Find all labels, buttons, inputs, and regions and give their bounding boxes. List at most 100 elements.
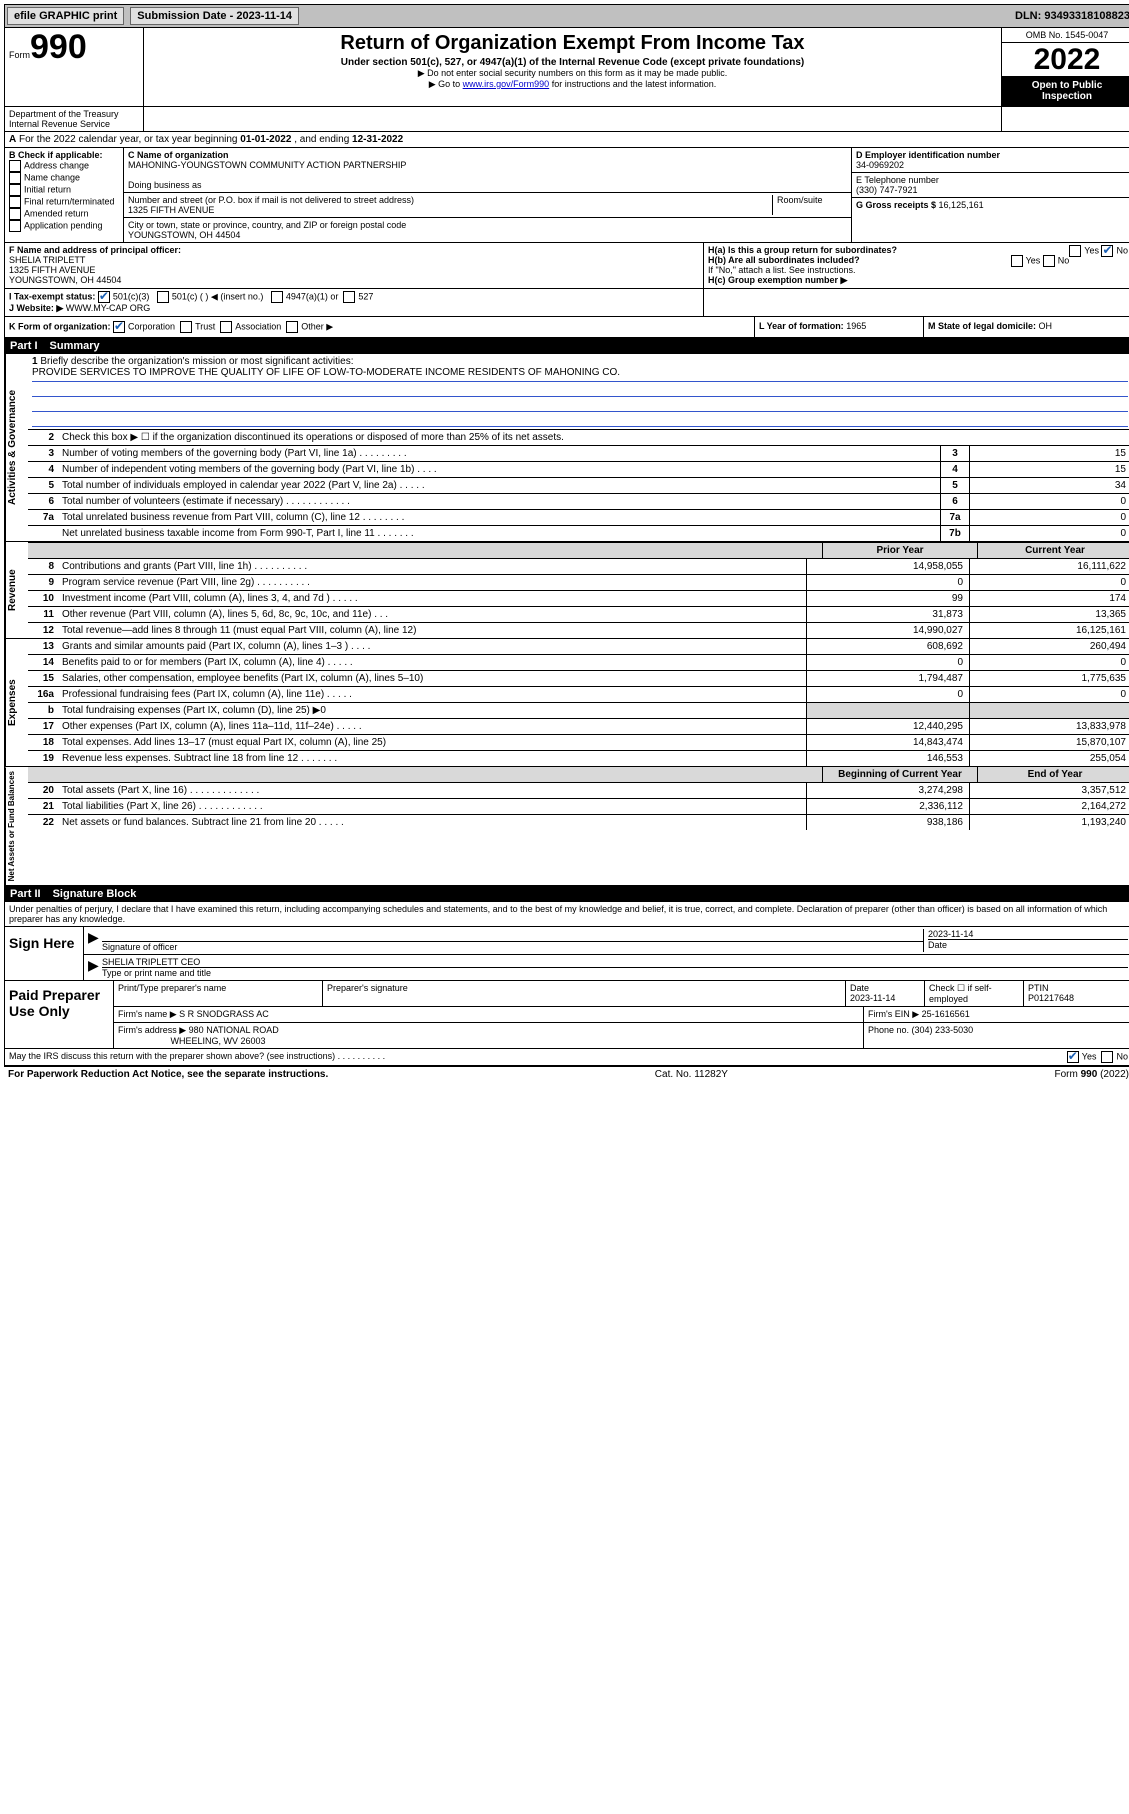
cb-name-change[interactable] xyxy=(9,172,21,184)
prior-value: 0 xyxy=(806,687,969,702)
line-text: Investment income (Part VIII, column (A)… xyxy=(58,591,806,606)
line-box: 6 xyxy=(940,494,969,509)
cb-trust[interactable] xyxy=(180,321,192,333)
line-box: 3 xyxy=(940,446,969,461)
efile-graphic-btn[interactable]: efile GRAPHIC print xyxy=(7,7,124,25)
summary-row: Net unrelated business taxable income fr… xyxy=(28,526,1129,541)
section-a: A For the 2022 calendar year, or tax yea… xyxy=(4,132,1129,148)
summary-row: 18 Total expenses. Add lines 13–17 (must… xyxy=(28,735,1129,751)
line-num: 12 xyxy=(28,623,58,638)
firm-addr-label: Firm's address ▶ xyxy=(118,1025,186,1035)
ha-yes-cb[interactable] xyxy=(1069,245,1081,257)
line-num: 18 xyxy=(28,735,58,750)
line-text: Grants and similar amounts paid (Part IX… xyxy=(58,639,806,654)
irs-link[interactable]: www.irs.gov/Form990 xyxy=(463,79,550,89)
hb-no-cb[interactable] xyxy=(1043,255,1055,267)
cb-527[interactable] xyxy=(343,291,355,303)
line-num: 15 xyxy=(28,671,58,686)
line-num: b xyxy=(28,703,58,718)
section-l: L Year of formation: 1965 xyxy=(755,317,924,337)
section-a-label: A xyxy=(9,134,16,145)
current-value xyxy=(969,703,1129,718)
may-irs-yes-cb[interactable] xyxy=(1067,1051,1079,1063)
line-text: Other expenses (Part IX, column (A), lin… xyxy=(58,719,806,734)
cb-501c3[interactable] xyxy=(98,291,110,303)
cb-address-change[interactable] xyxy=(9,160,21,172)
line-num: 8 xyxy=(28,559,58,574)
dln-field: DLN: 93493318108823 xyxy=(1015,10,1129,22)
paid-preparer-row: Paid Preparer Use Only Print/Type prepar… xyxy=(5,980,1129,1048)
cb-4947[interactable] xyxy=(271,291,283,303)
line-box: 4 xyxy=(940,462,969,477)
submission-date-btn[interactable]: Submission Date - 2023-11-14 xyxy=(130,7,299,25)
line-value: 15 xyxy=(969,462,1129,477)
submission-label: Submission Date - xyxy=(137,10,236,22)
section-a-pre: For the 2022 calendar year, or tax year … xyxy=(19,134,240,145)
line-num: 9 xyxy=(28,575,58,590)
year-formation: 1965 xyxy=(846,321,866,331)
hb-yes-cb[interactable] xyxy=(1011,255,1023,267)
blank-line xyxy=(32,412,1128,427)
cb-other[interactable] xyxy=(286,321,298,333)
opt-501c: 501(c) ( ) ◀ (insert no.) xyxy=(172,291,263,301)
line-num xyxy=(28,526,58,541)
cb-amended-return[interactable] xyxy=(9,208,21,220)
summary-row: 15 Salaries, other compensation, employe… xyxy=(28,671,1129,687)
hb-label: H(b) Are all subordinates included? xyxy=(708,255,860,265)
footer-mid: Cat. No. 11282Y xyxy=(655,1069,728,1080)
section-i: I Tax-exempt status: 501(c)(3) 501(c) ( … xyxy=(5,289,704,316)
prior-value xyxy=(806,703,969,718)
may-irs-no: No xyxy=(1116,1052,1128,1062)
cb-label: Application pending xyxy=(24,220,103,230)
cb-501c[interactable] xyxy=(157,291,169,303)
street-value: 1325 FIFTH AVENUE xyxy=(128,205,772,215)
firm-ein: 25-1616561 xyxy=(922,1009,970,1019)
line-text: Revenue less expenses. Subtract line 18 … xyxy=(58,751,806,766)
line-box: 7a xyxy=(940,510,969,525)
summary-row: 7a Total unrelated business revenue from… xyxy=(28,510,1129,526)
form-note1: ▶ Do not enter social security numbers o… xyxy=(150,68,995,79)
prep-name-label: Print/Type preparer's name xyxy=(114,981,323,1006)
footer-left: For Paperwork Reduction Act Notice, see … xyxy=(8,1069,328,1080)
prior-value: 2,336,112 xyxy=(806,799,969,814)
section-g-label: G Gross receipts $ xyxy=(856,200,939,210)
summary-row: 5 Total number of individuals employed i… xyxy=(28,478,1129,494)
blank-line xyxy=(32,382,1128,397)
opt-501c3: 501(c)(3) xyxy=(113,291,150,301)
prior-value: 0 xyxy=(806,575,969,590)
form-note2: ▶ Go to www.irs.gov/Form990 for instruct… xyxy=(150,79,995,90)
org-name: MAHONING-YOUNGSTOWN COMMUNITY ACTION PAR… xyxy=(128,160,847,170)
summary-governance: Activities & Governance 1 Briefly descri… xyxy=(4,354,1129,542)
cb-association[interactable] xyxy=(220,321,232,333)
line-num: 5 xyxy=(28,478,58,493)
line-num: 21 xyxy=(28,799,58,814)
city-value: YOUNGSTOWN, OH 44504 xyxy=(128,230,847,240)
may-irs-no-cb[interactable] xyxy=(1101,1051,1113,1063)
cb-corporation[interactable] xyxy=(113,321,125,333)
cb-final-return[interactable] xyxy=(9,196,21,208)
prior-year-header: Prior Year xyxy=(822,543,977,558)
cb-label: Final return/terminated xyxy=(24,196,115,206)
dln-value: 93493318108823 xyxy=(1044,10,1129,22)
line-num: 16a xyxy=(28,687,58,702)
note2-post: for instructions and the latest informat… xyxy=(549,79,716,89)
begin-year-header: Beginning of Current Year xyxy=(822,767,977,782)
line-text: Total liabilities (Part X, line 26) . . … xyxy=(58,799,806,814)
part1-title: Summary xyxy=(50,340,100,352)
line-text: Net unrelated business taxable income fr… xyxy=(58,526,940,541)
cb-application-pending[interactable] xyxy=(9,220,21,232)
line-value: 15 xyxy=(969,446,1129,461)
cb-initial-return[interactable] xyxy=(9,184,21,196)
open-to-public: Open to Public Inspection xyxy=(1002,76,1129,106)
ha-label: H(a) Is this a group return for subordin… xyxy=(708,245,897,255)
ha-no-cb[interactable] xyxy=(1101,245,1113,257)
type-name-label: Type or print name and title xyxy=(102,968,211,978)
opt-4947: 4947(a)(1) or xyxy=(286,291,339,301)
line-text: Total expenses. Add lines 13–17 (must eq… xyxy=(58,735,806,750)
current-value: 0 xyxy=(969,655,1129,670)
line-text: Number of independent voting members of … xyxy=(58,462,940,477)
firm-addr2: WHEELING, WV 26003 xyxy=(171,1036,266,1046)
summary-row: 11 Other revenue (Part VIII, column (A),… xyxy=(28,607,1129,623)
summary-row: 8 Contributions and grants (Part VIII, l… xyxy=(28,559,1129,575)
officer-addr2: YOUNGSTOWN, OH 44504 xyxy=(9,275,699,285)
